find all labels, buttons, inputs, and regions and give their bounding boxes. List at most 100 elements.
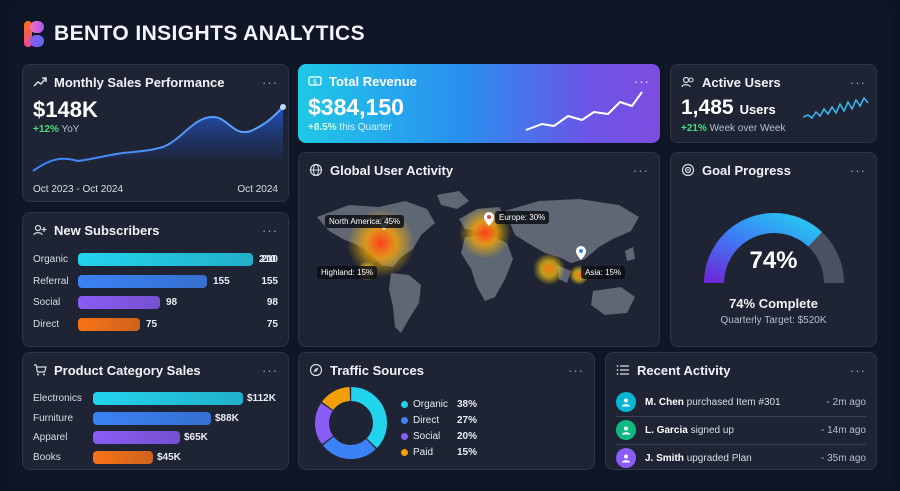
activity-text: J. Smith upgraded Plan <box>645 453 752 464</box>
more-menu-icon[interactable]: ··· <box>262 222 278 238</box>
compass-icon <box>309 363 323 377</box>
legend-dot <box>401 433 408 440</box>
product-sales-card: Product Category Sales ··· Electronics $1… <box>22 352 289 470</box>
cart-icon <box>33 363 47 377</box>
legend-item: Paid 15% <box>401 447 477 458</box>
legend-item: Direct 27% <box>401 415 477 426</box>
users-change: +21% Week over Week <box>681 123 786 134</box>
more-menu-icon[interactable]: ··· <box>262 362 278 378</box>
more-menu-icon[interactable]: ··· <box>633 162 649 178</box>
pin-label: Highland: 15% <box>317 266 378 279</box>
bar-label: Organic <box>33 254 69 265</box>
brand-header: BENTO INSIGHTS ANALYTICS <box>24 18 365 50</box>
donut-slice-organic <box>315 387 387 459</box>
product-bar <box>93 411 211 425</box>
legend-label: Social <box>413 431 441 442</box>
active-users-value: 1,485 Users <box>681 96 776 119</box>
card-title: New Subscribers <box>54 222 160 238</box>
sales-line-chart <box>32 104 286 172</box>
pin-label: Europe: 30% <box>495 211 550 224</box>
activity-user: J. Smith <box>645 452 684 464</box>
bar-value-label: 210 <box>259 254 276 265</box>
divider <box>616 444 866 445</box>
list-icon <box>616 363 630 377</box>
card-title: Traffic Sources <box>330 362 424 378</box>
revenue-value: $384,150 <box>308 94 404 120</box>
legend-dot <box>401 449 408 456</box>
card-title: Total Revenue <box>329 73 417 89</box>
total-revenue-card: $ Total Revenue ··· $384,150 +8.5% this … <box>298 64 660 143</box>
more-menu-icon[interactable]: ··· <box>262 74 278 90</box>
globe-icon <box>309 163 323 177</box>
subscriber-bar <box>78 296 160 309</box>
more-menu-icon[interactable]: ··· <box>568 362 584 378</box>
svg-text:$: $ <box>313 78 317 86</box>
app-title: BENTO INSIGHTS ANALYTICS <box>54 22 366 45</box>
global-activity-card: Global User Activity ··· <box>298 152 660 347</box>
goal-percent: 74% <box>749 247 798 274</box>
bar-label: Furniture <box>33 412 74 424</box>
subscriber-bar <box>78 274 207 288</box>
chart-endpoint <box>280 104 286 110</box>
bar-value: $112K <box>247 393 276 404</box>
goal-target: Quarterly Target: $520K <box>720 315 827 326</box>
subscriber-bar <box>78 317 140 331</box>
bar-label: Books <box>33 451 61 463</box>
bento-logo-icon <box>24 21 44 47</box>
card-title: Monthly Sales Performance <box>54 74 225 90</box>
more-menu-icon[interactable]: ··· <box>634 73 650 89</box>
trending-up-icon <box>33 75 47 89</box>
bar-value: $88K <box>215 412 239 424</box>
more-menu-icon[interactable]: ··· <box>850 162 866 178</box>
user-icon <box>616 392 636 412</box>
card-title: Active Users <box>702 74 781 90</box>
legend-value: 27% <box>457 415 478 426</box>
legend-label: Direct <box>413 415 440 426</box>
range-end: Oct 2024 <box>237 184 278 195</box>
location-pin-icon <box>484 212 494 226</box>
bar-label: Referral <box>33 275 69 287</box>
legend-dot <box>401 401 408 408</box>
user-plus-icon <box>616 420 636 440</box>
bar-label: Direct <box>33 318 60 330</box>
bar-value-label: 98 <box>166 297 178 308</box>
card-title: Recent Activity <box>637 362 731 378</box>
activity-item[interactable]: J. Smith upgraded Plan - 35m ago <box>616 445 866 469</box>
activity-user: M. Chen <box>645 396 684 408</box>
bar-value: 75 <box>266 318 278 330</box>
new-subscribers-card: New Subscribers ··· Organic 210 210 Referra… <box>22 212 289 347</box>
bar-value-label: 75 <box>146 318 158 330</box>
revenue-sparkline <box>525 91 643 131</box>
activity-action: upgraded Plan <box>686 452 752 464</box>
user-plus-icon <box>33 223 47 237</box>
activity-item[interactable]: M. Chen purchased Item #301 - 2m ago <box>616 389 866 415</box>
bar-value: 210 <box>261 254 278 265</box>
revenue-change: +8.5% this Quarter <box>308 122 392 133</box>
goal-gauge <box>704 213 844 284</box>
activity-time: - 35m ago <box>820 452 866 464</box>
bar-value: $65K <box>184 432 208 443</box>
card-title: Product Category Sales <box>54 362 201 378</box>
legend-item: Organic 38% <box>401 399 477 410</box>
activity-item[interactable]: L. Garcia signed up - 14m ago <box>616 417 866 443</box>
pin-label: Asia: 15% <box>581 266 626 279</box>
legend-value: 38% <box>457 399 478 410</box>
product-bar <box>93 392 243 405</box>
pin-label: North America: 45% <box>325 215 405 228</box>
activity-action: signed up <box>690 424 734 436</box>
legend-value: 20% <box>457 431 478 442</box>
users-sparkline <box>803 96 869 120</box>
more-menu-icon[interactable]: ··· <box>850 362 866 378</box>
bar-value: $45K <box>157 451 181 463</box>
traffic-donut-chart <box>315 387 387 459</box>
divider <box>616 416 866 417</box>
card-title: Global User Activity <box>330 162 454 178</box>
bar-value: 98 <box>266 297 278 308</box>
activity-user: L. Garcia <box>645 424 688 436</box>
dashboard: BENTO INSIGHTS ANALYTICS Monthly Sales P… <box>8 6 892 486</box>
location-pin-icon <box>576 246 586 260</box>
more-menu-icon[interactable]: ··· <box>850 74 866 90</box>
activity-time: - 2m ago <box>826 396 866 408</box>
dollar-icon: $ <box>308 74 322 88</box>
activity-text: L. Garcia signed up <box>645 425 734 436</box>
